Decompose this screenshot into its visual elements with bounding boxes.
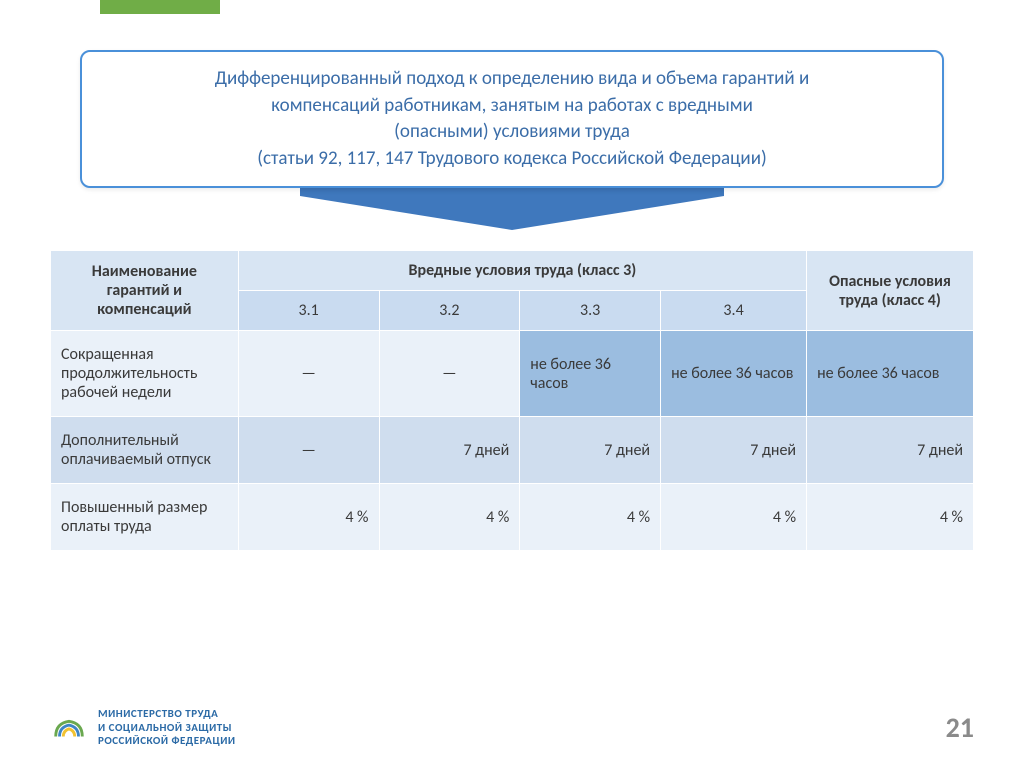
row-cell: 4 % [379,484,520,551]
header-sub-31: 3.1 [238,291,379,331]
row-name: Сокращенная продолжительность рабочей не… [51,331,239,417]
page-number: 21 [946,710,974,745]
title-line-1: Дифференцированный подход к определению … [215,67,810,90]
row-cell: не более 36 часов [807,331,974,417]
row-cell: 7 дней [807,417,974,484]
row-cell: — [379,331,520,417]
header-class3: Вредные условия труда (класс 3) [238,251,806,291]
green-accent-tab [100,0,220,14]
ministry-logo-icon [50,708,88,746]
header-sub-33: 3.3 [520,291,661,331]
row-cell: 7 дней [661,417,807,484]
row-cell: 7 дней [520,417,661,484]
row-cell: 4 % [807,484,974,551]
row-cell: не более 36 часов [520,331,661,417]
ministry-text: МИНИСТЕРСТВО ТРУДА И СОЦИАЛЬНОЙ ЗАЩИТЫ Р… [98,707,236,748]
row-name: Повышенный размер оплаты труда [51,484,239,551]
row-cell: 4 % [238,484,379,551]
title-line-4: (статьи 92, 117, 147 Трудового кодекса Р… [257,147,766,170]
row-cell: 4 % [661,484,807,551]
row-cell: 4 % [520,484,661,551]
row-name: Дополнительный оплачиваемый отпуск [51,417,239,484]
compensation-table: Наименование гарантий и компенсаций Вред… [50,250,974,551]
table-row: Повышенный размер оплаты труда 4 % 4 % 4… [51,484,974,551]
ministry-line-2: И СОЦИАЛЬНОЙ ЗАЩИТЫ [98,721,232,734]
table-row: Сокращенная продолжительность рабочей не… [51,331,974,417]
row-cell: 7 дней [379,417,520,484]
ministry-line-1: МИНИСТЕРСТВО ТРУДА [98,707,218,720]
title-box: Дифференцированный подход к определению … [80,50,944,188]
slide-footer: МИНИСТЕРСТВО ТРУДА И СОЦИАЛЬНОЙ ЗАЩИТЫ Р… [50,707,974,748]
title-line-3: (опасными) условиями труда [394,120,630,143]
row-cell: — [238,331,379,417]
header-class4: Опасные условия труда (класс 4) [807,251,974,331]
ministry-block: МИНИСТЕРСТВО ТРУДА И СОЦИАЛЬНОЙ ЗАЩИТЫ Р… [50,707,236,748]
ministry-line-3: РОССИЙСКОЙ ФЕДЕРАЦИИ [98,734,236,747]
header-sub-32: 3.2 [379,291,520,331]
header-sub-34: 3.4 [661,291,807,331]
title-line-2: компенсаций работникам, занятым на работ… [271,94,753,117]
table-body: Сокращенная продолжительность рабочей не… [51,331,974,551]
row-cell: — [238,417,379,484]
row-cell: не более 36 часов [661,331,807,417]
table-row: Дополнительный оплачиваемый отпуск — 7 д… [51,417,974,484]
header-name: Наименование гарантий и компенсаций [51,251,239,331]
